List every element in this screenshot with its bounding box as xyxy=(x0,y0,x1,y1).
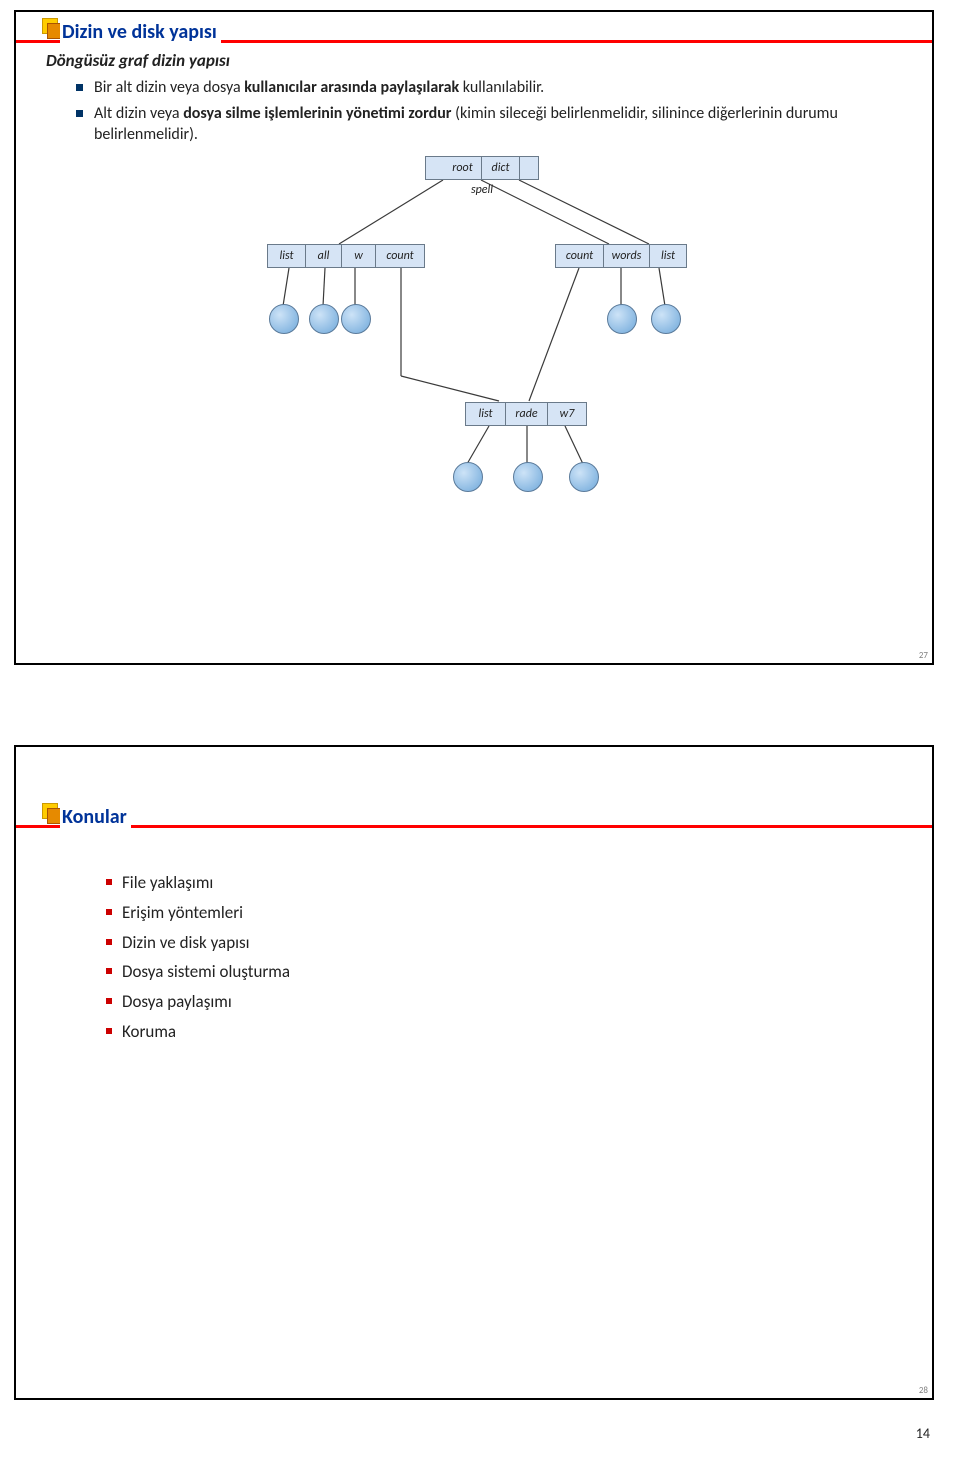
topic-label: Koruma xyxy=(122,1021,176,1042)
directory-graph-diagram: rootdictspell listallwcount countwordsli… xyxy=(219,156,759,506)
bullet-item: Alt dizin veya dosya silme işlemlerinin … xyxy=(76,103,902,146)
node-cell: rade xyxy=(506,403,548,425)
slide-title: Konular xyxy=(60,805,131,829)
slide-subtitle: Döngüsüz graf dizin yapısı xyxy=(46,50,932,71)
topic-item: Koruma xyxy=(106,1020,902,1044)
node-cell: all xyxy=(306,245,342,267)
topic-item: Dosya sistemi oluşturma xyxy=(106,960,902,984)
file-node-icon xyxy=(309,304,339,334)
title-block: Dizin ve disk yapısı xyxy=(16,12,932,50)
node-cell: list xyxy=(650,245,686,267)
node-cell: w xyxy=(342,245,376,267)
bullet-item: Bir alt dizin veya dosya kullanıcılar ar… xyxy=(76,77,902,99)
slide-number: 27 xyxy=(919,650,928,661)
title-marker-icon xyxy=(42,803,58,819)
slide-body: File yaklaşımı Erişim yöntemleri Dizin v… xyxy=(16,871,932,1060)
topic-item: File yaklaşımı xyxy=(106,871,902,895)
slide-number: 28 xyxy=(919,1385,928,1396)
slide-body: Bir alt dizin veya dosya kullanıcılar ar… xyxy=(16,77,932,516)
node-cell: root xyxy=(444,157,482,179)
dir-node-right: countwordslist xyxy=(555,244,687,268)
file-node-icon xyxy=(513,462,543,492)
file-node-icon xyxy=(453,462,483,492)
node-cell: w7 xyxy=(548,403,586,425)
topic-item: Dosya paylaşımı xyxy=(106,990,902,1014)
topic-label: Erişim yöntemleri xyxy=(122,902,243,923)
title-marker-icon xyxy=(42,18,58,34)
bullet-text-post: kullanılabilir. xyxy=(459,78,544,97)
page-number: 14 xyxy=(916,1425,930,1442)
bullet-text-bold: dosya silme işlemlerinin yönetimi zordur xyxy=(183,104,451,123)
file-node-icon xyxy=(607,304,637,334)
slide-1: Dizin ve disk yapısı Döngüsüz graf dizin… xyxy=(14,10,934,665)
file-node-icon xyxy=(269,304,299,334)
root-node: rootdictspell xyxy=(425,156,539,180)
topic-label: Dizin ve disk yapısı xyxy=(122,932,250,953)
node-cell: dict xyxy=(482,157,520,179)
node-cell: words xyxy=(604,245,650,267)
bullet-text-bold: kullanıcılar arasında paylaşılarak xyxy=(244,78,459,97)
node-cell: count xyxy=(556,245,604,267)
node-cell: spell xyxy=(464,179,501,201)
topic-label: File yaklaşımı xyxy=(122,872,213,893)
diagram-edges xyxy=(219,156,759,506)
node-cell: count xyxy=(376,245,424,267)
file-node-icon xyxy=(651,304,681,334)
bullet-text-pre: Alt dizin veya xyxy=(94,104,183,123)
file-node-icon xyxy=(341,304,371,334)
topic-label: Dosya sistemi oluşturma xyxy=(122,961,290,982)
dir-node-bottom: listradew7 xyxy=(465,402,587,426)
title-block: Konular xyxy=(16,797,932,835)
slide-title: Dizin ve disk yapısı xyxy=(60,20,221,44)
dir-node-left: listallwcount xyxy=(267,244,425,268)
slide-2: Konular File yaklaşımı Erişim yöntemleri… xyxy=(14,745,934,1400)
node-cell: list xyxy=(466,403,506,425)
topic-item: Dizin ve disk yapısı xyxy=(106,931,902,955)
bullet-text-pre: Bir alt dizin veya dosya xyxy=(94,78,244,97)
file-node-icon xyxy=(569,462,599,492)
title-underline xyxy=(16,825,932,828)
topic-label: Dosya paylaşımı xyxy=(122,991,232,1012)
topic-item: Erişim yöntemleri xyxy=(106,901,902,925)
node-cell: list xyxy=(268,245,306,267)
